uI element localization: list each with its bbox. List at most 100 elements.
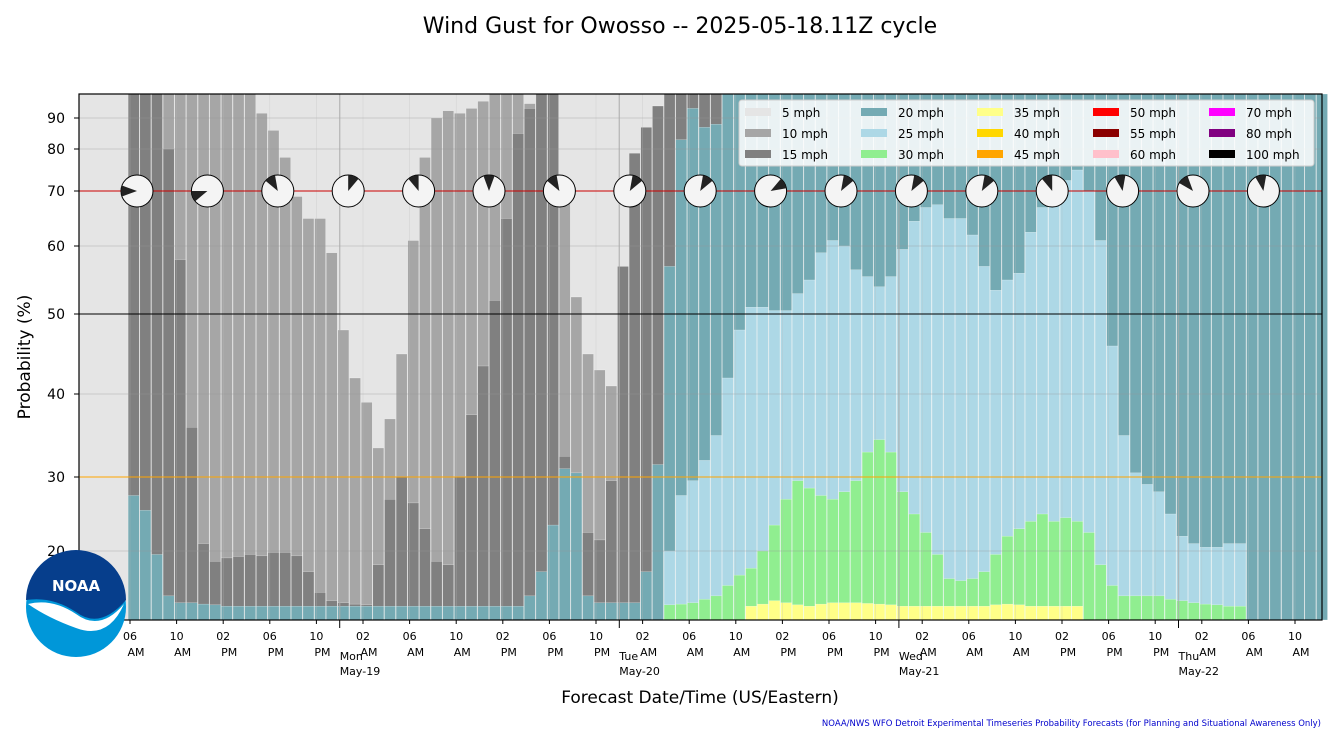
bar-10mph-7 (209, 93, 221, 621)
x-axis: 06 AM 10 AM 02 PM 06 PM 10 PM 02 AM 06 AM 10 AM 02 PM 06 PM… (123, 620, 1310, 678)
xtick-ampm-2: PM (221, 646, 237, 659)
bar-25mph-47 (675, 495, 687, 621)
bar-20mph-10 (244, 606, 256, 621)
bar-20mph-11 (256, 606, 268, 621)
xtick-hour-17: 02 (915, 630, 929, 643)
bar-30mph-78 (1036, 513, 1049, 621)
bar-20mph-26 (430, 606, 443, 621)
xtick-ampm-4: PM (314, 646, 330, 659)
xtick-hour-7: 10 (449, 630, 463, 643)
bar-20mph-41 (605, 602, 618, 621)
bar-35mph-77 (1025, 606, 1037, 621)
xtick-ampm-8: PM (501, 646, 517, 659)
wind-direction-wedge-7 (629, 175, 643, 191)
legend-swatch-9 (1093, 108, 1119, 116)
x-axis-label: Forecast Date/Time (US/Eastern) (561, 688, 839, 708)
bar-20mph-31 (489, 606, 501, 621)
bar-10mph-17 (326, 252, 338, 621)
wind-direction-wedge-5 (483, 175, 495, 191)
xtick-ampm-3: PM (268, 646, 284, 659)
bar-30mph-93 (1211, 604, 1223, 621)
legend-swatch-0 (745, 108, 771, 116)
legend-swatch-11 (1093, 150, 1119, 158)
xtick-ampm-24: AM (1246, 646, 1263, 659)
xtick-ampm-25: AM (1292, 646, 1309, 659)
legend-label-11: 60 mph (1130, 148, 1176, 162)
bar-25mph-50 (710, 435, 722, 621)
bar-15mph-31 (489, 300, 501, 621)
legend-swatch-7 (977, 129, 1003, 137)
bar-30mph-86 (1129, 595, 1142, 621)
bar-20mph-15 (302, 606, 315, 621)
legend-swatch-4 (861, 129, 887, 137)
bar-30mph-79 (1048, 521, 1060, 621)
bar-20mph-101 (1304, 93, 1317, 621)
ytick-label-60: 60 (47, 239, 65, 255)
ytick-label-70: 70 (47, 184, 65, 200)
bar-35mph-57 (792, 604, 804, 621)
xtick-ampm-21: PM (1107, 646, 1123, 659)
wind-direction-wedge-8 (700, 175, 713, 191)
xtick-ampm-15: PM (827, 646, 843, 659)
legend-label-0: 5 mph (782, 106, 820, 120)
ytick-label-50: 50 (47, 307, 65, 323)
bar-20mph-19 (349, 606, 361, 621)
bar-25mph-73 (978, 266, 990, 621)
day-name-2: Wed (899, 650, 923, 663)
bar-10mph-15 (302, 218, 315, 621)
xtick-hour-22: 10 (1148, 630, 1162, 643)
wind-direction-wedge-6 (547, 175, 560, 191)
bar-35mph-59 (815, 603, 827, 621)
xtick-ampm-11: AM (640, 646, 657, 659)
bar-20mph-30 (477, 606, 489, 621)
xtick-hour-13: 10 (729, 630, 743, 643)
bar-20mph-9 (232, 606, 245, 621)
legend-label-6: 35 mph (1014, 106, 1060, 120)
xtick-hour-11: 02 (636, 630, 650, 643)
bar-20mph-93 (1211, 93, 1223, 621)
bar-15mph-41 (605, 480, 618, 621)
bar-35mph-78 (1036, 606, 1049, 621)
xtick-ampm-17: AM (920, 646, 937, 659)
noaa-logo: NOAA (26, 550, 126, 657)
bar-10mph-13 (279, 157, 291, 621)
bar-20mph-14 (291, 606, 303, 621)
bar-30mph-58 (803, 487, 816, 621)
bars-layer (79, 93, 1328, 621)
bar-25mph-70 (943, 218, 955, 621)
bar-20mph-37 (559, 468, 571, 621)
bar-35mph-75 (1001, 603, 1014, 621)
legend-swatch-3 (861, 108, 887, 116)
bar-15mph-33 (512, 133, 524, 621)
ytick-label-80: 80 (47, 142, 65, 158)
xtick-hour-10: 10 (589, 630, 603, 643)
legend-box (738, 99, 1315, 167)
bar-25mph-51 (722, 377, 734, 621)
bar-20mph-34 (524, 595, 536, 621)
bar-20mph-13 (279, 606, 291, 621)
day-date-1: May-20 (619, 665, 660, 678)
bar-20mph-45 (652, 464, 664, 621)
legend-label-1: 10 mph (782, 127, 828, 141)
legend-swatch-8 (977, 150, 1003, 158)
bar-15mph-30 (477, 365, 489, 621)
bar-20mph-39 (582, 595, 594, 621)
xtick-ampm-0: AM (127, 646, 144, 659)
bar-30mph-85 (1118, 595, 1130, 621)
wind-direction-wedge-12 (981, 175, 995, 191)
bar-20mph-2 (151, 554, 163, 621)
wind-direction-wedge-10 (841, 175, 854, 191)
wind-direction-wedge-1 (191, 191, 208, 202)
bar-25mph-49 (698, 460, 711, 621)
xtick-ampm-6: AM (407, 646, 424, 659)
legend: 5 mph 10 mph 15 mph 20 mph 25 mph 30 mph 35 mp… (738, 99, 1315, 167)
xtick-hour-19: 10 (1008, 630, 1022, 643)
bar-35mph-73 (978, 606, 990, 621)
bar-30mph-87 (1141, 595, 1153, 621)
bar-10mph-19 (349, 377, 361, 621)
bar-30mph-62 (850, 480, 862, 621)
bar-30mph-57 (792, 480, 804, 621)
bar-20mph-33 (512, 606, 524, 621)
bar-20mph-95 (1234, 93, 1247, 621)
